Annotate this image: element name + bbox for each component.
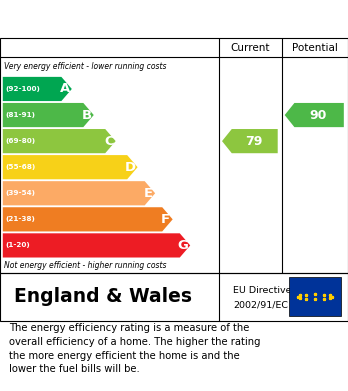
Polygon shape	[222, 129, 278, 153]
Bar	[289, 277, 341, 316]
Text: A: A	[60, 83, 70, 95]
Text: 90: 90	[309, 109, 326, 122]
Polygon shape	[285, 103, 344, 127]
Text: C: C	[104, 135, 113, 148]
Text: (55-68): (55-68)	[6, 164, 36, 170]
Text: Not energy efficient - higher running costs: Not energy efficient - higher running co…	[4, 261, 167, 270]
Text: (81-91): (81-91)	[6, 112, 35, 118]
Text: 2002/91/EC: 2002/91/EC	[233, 301, 288, 310]
Polygon shape	[3, 181, 155, 205]
Polygon shape	[3, 233, 190, 258]
Text: (21-38): (21-38)	[6, 216, 35, 222]
Polygon shape	[3, 103, 94, 127]
Text: Potential: Potential	[292, 43, 338, 52]
Polygon shape	[3, 77, 72, 101]
Text: 79: 79	[245, 135, 262, 148]
Text: G: G	[178, 239, 189, 252]
Text: F: F	[161, 213, 170, 226]
Text: England & Wales: England & Wales	[14, 287, 192, 306]
Text: The energy efficiency rating is a measure of the
overall efficiency of a home. T: The energy efficiency rating is a measur…	[9, 323, 260, 374]
Polygon shape	[3, 129, 116, 153]
Text: (1-20): (1-20)	[6, 242, 30, 248]
Text: Energy Efficiency Rating: Energy Efficiency Rating	[10, 11, 239, 29]
Text: EU Directive: EU Directive	[233, 286, 292, 295]
Polygon shape	[3, 207, 173, 231]
Text: (69-80): (69-80)	[6, 138, 36, 144]
Text: (92-100): (92-100)	[6, 86, 40, 92]
Text: (39-54): (39-54)	[6, 190, 35, 196]
Text: E: E	[144, 187, 153, 200]
Text: D: D	[125, 161, 136, 174]
Text: Very energy efficient - lower running costs: Very energy efficient - lower running co…	[4, 61, 167, 71]
Polygon shape	[3, 155, 137, 179]
Text: B: B	[82, 109, 92, 122]
Text: Current: Current	[231, 43, 270, 52]
